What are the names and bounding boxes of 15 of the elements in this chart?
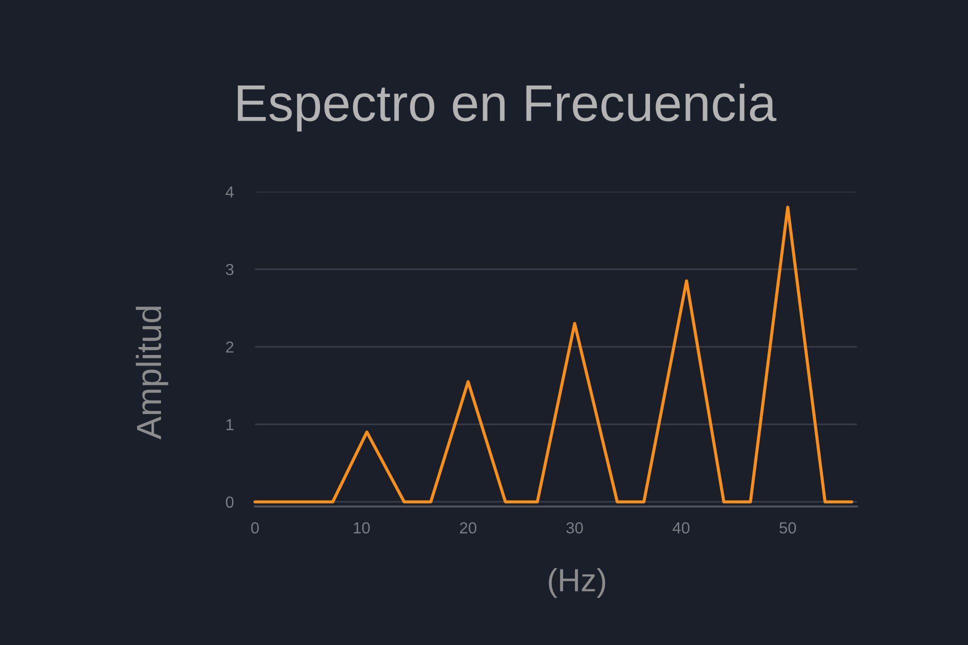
y-tick-label: 3 (226, 264, 234, 276)
y-axis-title: Amplitud (136, 306, 168, 440)
y-tick-label: 1 (226, 419, 234, 430)
y-tick-label: 4 (226, 186, 234, 198)
x-tick-label: 20 (460, 522, 476, 534)
x-tick-label: 50 (780, 522, 796, 534)
chart-title: Espectro en Frecuencia (238, 84, 776, 132)
x-axis-title: (Hz) (548, 568, 606, 598)
x-tick-label: 10 (354, 522, 370, 534)
x-tick-label: 0 (251, 522, 259, 534)
x-tick-label: 40 (672, 522, 690, 534)
y-tick-label: 2 (226, 341, 234, 353)
y-tick-label: 0 (226, 496, 234, 508)
x-tick-label: 30 (566, 522, 583, 534)
line-series (253, 206, 854, 504)
